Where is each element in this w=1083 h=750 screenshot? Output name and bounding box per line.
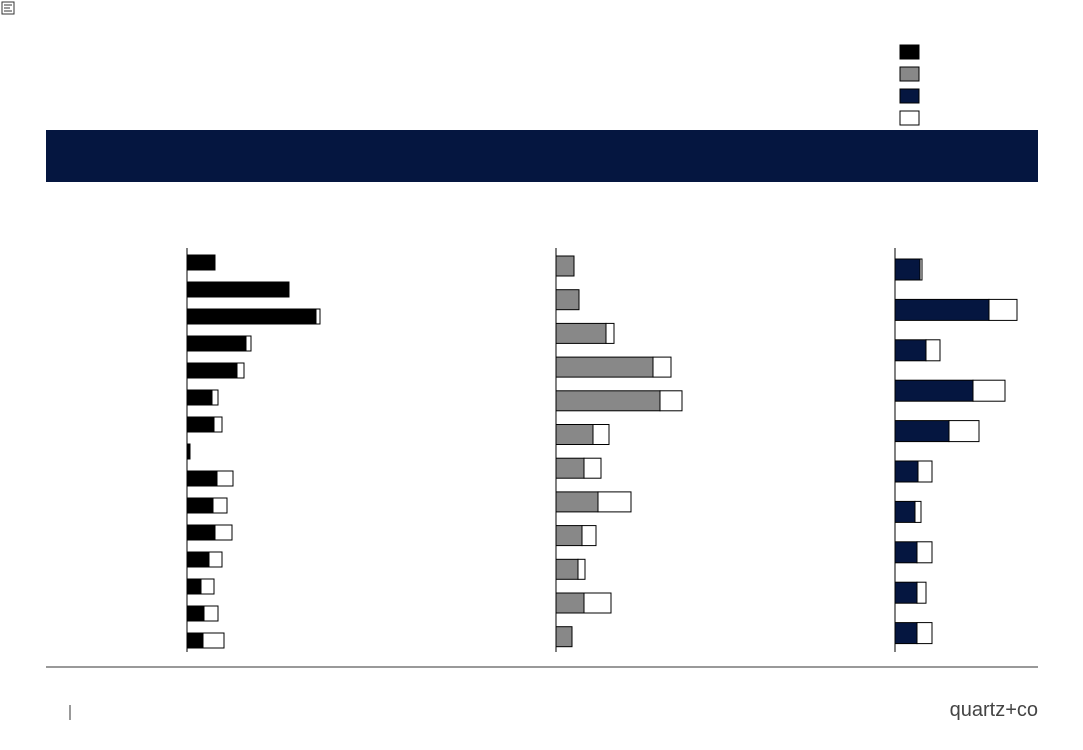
bar-segment bbox=[894, 339, 927, 362]
bar-segment bbox=[202, 632, 225, 649]
legend-swatch bbox=[899, 44, 920, 60]
bar-segment bbox=[213, 416, 223, 433]
bar-segment bbox=[236, 362, 245, 379]
bar-segment bbox=[245, 335, 252, 352]
bar-segment bbox=[652, 356, 672, 378]
bar-segment bbox=[577, 558, 586, 580]
bar-segment bbox=[186, 281, 290, 298]
bar-segment bbox=[211, 389, 219, 406]
bar-segment bbox=[216, 470, 234, 487]
bar-segment bbox=[555, 322, 607, 344]
bar-segment bbox=[186, 551, 210, 568]
bar-segment bbox=[659, 390, 683, 412]
legend-swatch bbox=[899, 88, 920, 104]
bar-segment bbox=[555, 424, 594, 445]
bar-segment bbox=[916, 581, 927, 604]
bar-segment bbox=[597, 491, 632, 513]
bar-segment bbox=[315, 308, 321, 325]
bar-segment bbox=[919, 258, 923, 281]
bar-segment bbox=[555, 457, 585, 479]
bar-segment bbox=[894, 500, 916, 523]
bar-segment bbox=[186, 308, 317, 325]
bar-segment bbox=[916, 622, 933, 645]
bar-segment bbox=[894, 258, 921, 281]
legend bbox=[899, 44, 920, 126]
bar-segment bbox=[972, 379, 1006, 402]
bar-segment bbox=[555, 255, 575, 277]
bar-segment bbox=[186, 497, 214, 514]
bar-segment bbox=[894, 460, 919, 483]
bar-segment bbox=[988, 298, 1018, 321]
bar-segment bbox=[186, 335, 247, 352]
bar-segment bbox=[555, 491, 599, 513]
bar-segment bbox=[186, 362, 238, 379]
bar-segment bbox=[894, 622, 918, 645]
bar-segment bbox=[208, 551, 223, 568]
bar-segment bbox=[186, 416, 215, 433]
bar-segment bbox=[894, 298, 990, 321]
doc-icon bbox=[1, 1, 15, 15]
bar-segment bbox=[555, 525, 583, 547]
bar-segment bbox=[894, 541, 918, 564]
banner bbox=[46, 130, 1038, 182]
bar-segment bbox=[555, 592, 585, 614]
bar-segment bbox=[894, 420, 950, 443]
bar-segment bbox=[212, 497, 228, 514]
bar-segment bbox=[186, 389, 213, 406]
bar-segment bbox=[186, 632, 204, 649]
bar-segment bbox=[186, 578, 202, 595]
bar-segment bbox=[200, 578, 215, 595]
bar-segment bbox=[186, 524, 216, 541]
bar-segment bbox=[186, 254, 215, 271]
brand: quartz+co bbox=[950, 699, 1038, 721]
bar-segment bbox=[213, 254, 216, 271]
bar-segment bbox=[186, 443, 191, 460]
bar-segment bbox=[948, 420, 980, 443]
bar-segment bbox=[917, 460, 933, 483]
legend-swatch bbox=[899, 110, 920, 126]
bar-segment bbox=[925, 339, 941, 362]
bar-segment bbox=[186, 470, 218, 487]
bar-segment bbox=[555, 558, 579, 580]
bar-segment bbox=[914, 500, 922, 523]
bar-segment bbox=[583, 457, 602, 479]
bar-segment bbox=[583, 592, 612, 614]
bar-segment bbox=[555, 356, 654, 378]
bar-segment bbox=[186, 605, 205, 622]
bar-segment bbox=[916, 541, 933, 564]
bar-segment bbox=[605, 322, 615, 344]
bar-segment bbox=[592, 424, 610, 445]
bar-segment bbox=[203, 605, 219, 622]
bar-segment bbox=[555, 390, 661, 412]
bar-segment bbox=[555, 626, 573, 648]
legend-swatch bbox=[899, 66, 920, 82]
bar-segment bbox=[894, 379, 974, 402]
bar-segment bbox=[555, 289, 580, 311]
bar-segment bbox=[894, 581, 918, 604]
bar-segment bbox=[214, 524, 233, 541]
bar-segment bbox=[581, 525, 597, 547]
